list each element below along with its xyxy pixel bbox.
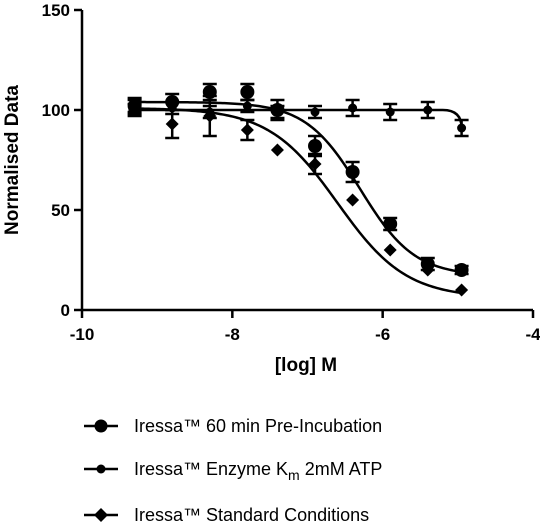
data-point-standard [203, 109, 217, 123]
data-point-enzyme-km [242, 101, 252, 111]
data-point-standard [308, 157, 322, 171]
data-point-enzyme-km [457, 123, 467, 133]
legend: Iressa™ 60 min Pre-Incubation Iressa™ En… [84, 416, 382, 525]
data-point-standard [346, 193, 360, 207]
fit-curve-0 [134, 100, 462, 274]
data-point-pre-incubation [383, 217, 398, 231]
legend-label-standard-conditions: Iressa™ Standard Conditions [134, 505, 369, 525]
y-tick-label: 100 [42, 101, 70, 120]
data-point-standard [383, 243, 397, 257]
legend-label-enzyme-km: Iressa™ Enzyme Km 2mM ATP [134, 459, 382, 483]
legend-item-enzyme-km: Iressa™ Enzyme Km 2mM ATP [84, 459, 382, 483]
x-tick-label: -10 [70, 325, 95, 344]
data-point-standard [128, 103, 142, 117]
y-tick-label: 50 [51, 201, 70, 220]
y-tick-label: 0 [61, 301, 70, 320]
chart-axes: 0 50 100 150 -10 -8 -6 -4 [42, 1, 540, 344]
legend-label-enzyme-km-part1: Iressa™ Enzyme K [134, 459, 288, 479]
data-point-enzyme-km [348, 103, 358, 113]
x-tick-label: -8 [225, 325, 240, 344]
data-point-pre-incubation [308, 139, 323, 153]
x-tick-label: -4 [525, 325, 540, 344]
data-point-standard [165, 117, 179, 131]
data-point-enzyme-km [272, 107, 282, 117]
fit-curves [134, 100, 463, 295]
data-point-enzyme-km [385, 107, 395, 117]
data-point-standard [421, 263, 435, 277]
data-point-standard [270, 143, 284, 157]
data-point-pre-incubation [345, 165, 360, 179]
data-point-standard [240, 123, 254, 137]
data-point-enzyme-km [423, 105, 433, 115]
legend-item-pre-incubation: Iressa™ 60 min Pre-Incubation [84, 416, 382, 436]
data-point-pre-incubation [240, 85, 255, 99]
legend-item-standard-conditions: Iressa™ Standard Conditions [84, 505, 369, 525]
x-tick-label: -6 [375, 325, 390, 344]
legend-label-enzyme-km-subscript: m [288, 467, 300, 483]
y-axis-label: Normalised Data [2, 85, 23, 235]
data-points [127, 82, 469, 297]
legend-label-enzyme-km-part2: 2mM ATP [300, 459, 383, 479]
data-point-enzyme-km [310, 107, 320, 117]
data-point-pre-incubation [454, 263, 469, 277]
data-point-standard [455, 283, 469, 297]
legend-label-pre-incubation: Iressa™ 60 min Pre-Incubation [134, 416, 382, 436]
x-axis-label: [log] M [275, 355, 337, 376]
y-tick-label: 150 [42, 1, 70, 20]
fit-curve-2 [134, 107, 462, 295]
